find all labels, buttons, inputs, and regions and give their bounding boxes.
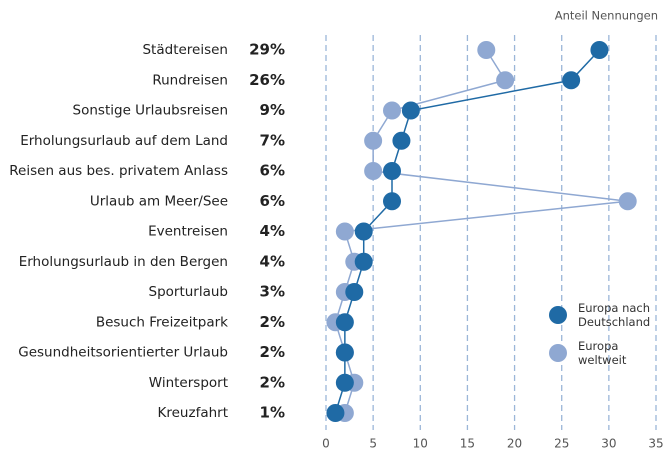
x-tick-label: 5 — [369, 437, 377, 450]
data-point — [354, 252, 373, 271]
category-label: Städtereisen — [142, 42, 228, 58]
data-point — [364, 162, 383, 180]
data-point — [401, 101, 420, 120]
category-label: Gesundheitsorientierter Urlaub — [18, 345, 228, 361]
x-tick-label: 10 — [413, 437, 428, 450]
legend-marker — [549, 306, 567, 324]
share-label: 2% — [260, 373, 285, 391]
category-label: Urlaub am Meer/See — [90, 193, 228, 209]
share-label: 4% — [260, 222, 285, 240]
legend-label: Europa nach Deutschland — [578, 301, 650, 329]
data-point — [477, 41, 496, 59]
category-label: Sonstige Urlaubsreisen — [73, 103, 228, 119]
data-point — [335, 313, 354, 332]
data-point — [335, 373, 354, 392]
share-label: 29% — [249, 41, 285, 59]
share-label: 4% — [260, 252, 285, 270]
x-tick-label: 20 — [507, 437, 522, 450]
data-point — [326, 404, 345, 422]
category-label: Erholungsurlaub in den Bergen — [19, 254, 228, 270]
data-point — [345, 283, 364, 301]
category-label: Eventreisen — [148, 224, 228, 240]
share-label: 6% — [260, 192, 285, 210]
legend-label: Europa weltweit — [578, 339, 627, 367]
data-point — [392, 131, 411, 150]
share-label: 3% — [260, 283, 285, 301]
data-point — [383, 101, 401, 120]
data-point — [590, 41, 609, 59]
data-point — [364, 131, 383, 150]
category-label: Kreuzfahrt — [158, 405, 228, 421]
category-label: Wintersport — [149, 375, 228, 391]
axis-title: Anteil Nennungen — [555, 9, 658, 23]
data-point — [335, 343, 354, 362]
share-label: 1% — [260, 404, 285, 422]
share-label: 26% — [249, 71, 285, 89]
share-label: 7% — [260, 131, 285, 149]
share-label: 6% — [260, 162, 285, 180]
category-label: Sporturlaub — [149, 284, 229, 300]
category-label: Rundreisen — [152, 72, 228, 88]
x-tick-label: 30 — [601, 437, 616, 450]
x-tick-label: 35 — [648, 437, 663, 450]
data-point — [335, 222, 354, 241]
legend-marker — [549, 344, 567, 362]
category-label: Erholungsurlaub auf dem Land — [20, 133, 228, 149]
x-tick-label: 15 — [460, 437, 475, 450]
data-point — [354, 222, 373, 241]
category-label: Reisen aus bes. privatem Anlass — [9, 163, 228, 179]
share-label: 9% — [260, 101, 285, 119]
share-label: 2% — [260, 343, 285, 361]
data-point — [618, 192, 637, 211]
x-tick-label: 0 — [322, 437, 330, 450]
share-label: 2% — [260, 313, 285, 331]
data-point — [383, 162, 401, 180]
data-point — [383, 192, 401, 211]
category-label: Besuch Freizeitpark — [96, 314, 228, 330]
x-tick-label: 25 — [554, 437, 569, 450]
data-point — [496, 71, 515, 90]
data-point — [562, 71, 581, 90]
